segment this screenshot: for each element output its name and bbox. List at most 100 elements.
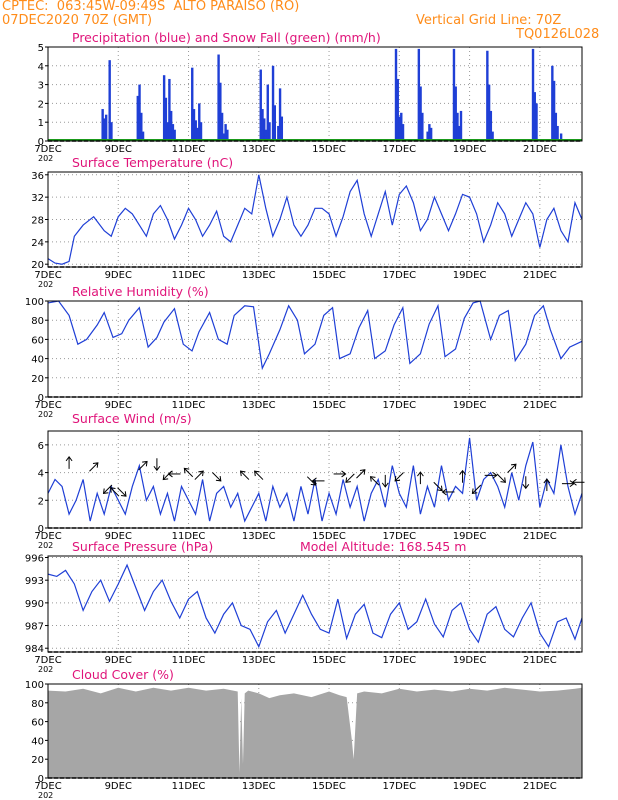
precip-bar [551, 65, 554, 141]
y-tick-label: 40 [31, 355, 44, 366]
y-tick-label: 1 [38, 118, 44, 129]
wind-arrow [109, 487, 120, 497]
precip-bar [486, 50, 489, 142]
x-tick-label: 19DEC [453, 270, 487, 281]
wind-arrow [89, 462, 99, 472]
pressure-line [47, 563, 583, 649]
rh-title: Relative Humidity (%) [72, 284, 209, 299]
precip-bar [222, 133, 226, 141]
precip-bar [136, 95, 139, 141]
y-tick-label: 24 [31, 238, 44, 249]
x-tick-label: 7DEC [34, 400, 61, 411]
x-tick-label: 7DEC [34, 144, 61, 155]
precip-bar [487, 84, 491, 141]
precip-bar [169, 110, 173, 141]
x-year-label: 202 [38, 410, 53, 419]
wind-arrow [471, 484, 482, 494]
precip-bar [491, 131, 494, 141]
x-tick-label: 21DEC [523, 270, 557, 281]
precip-bar [531, 48, 535, 141]
rh-line [47, 300, 583, 371]
y-tick-label: 100 [25, 297, 44, 308]
wind-panel: 0 2 4 6 7DEC 9DEC 11DEC 13DEC 15DEC 17DEC 19DEC 21D… [34, 411, 585, 550]
x-tick-label: 11DEC [172, 655, 206, 666]
x-tick-label: 13DEC [242, 655, 276, 666]
wind-arrow [311, 477, 325, 485]
panel-frame [47, 555, 583, 653]
precip-bar [168, 78, 171, 141]
wind-arrow [416, 471, 424, 485]
precip-bar [101, 109, 104, 141]
precip-bar [556, 125, 559, 141]
precip-bar [559, 133, 563, 141]
x-tick-label: 13DEC [242, 144, 276, 155]
precip-bar [166, 122, 169, 141]
precip-bar [219, 82, 222, 141]
precip-bar [398, 116, 401, 141]
precip-title: Precipitation (blue) and Snow Fall (gree… [72, 30, 381, 45]
x-tick-label: 13DEC [242, 531, 276, 542]
x-tick-label: 19DEC [453, 531, 487, 542]
precip-bar [224, 124, 227, 141]
precip-bar [428, 124, 431, 141]
precip-bar [458, 125, 461, 141]
precip-bar [535, 103, 538, 141]
precip-bar [110, 122, 113, 141]
precip-bar [171, 124, 175, 141]
pressure-title: Surface Pressure (hPa) [72, 539, 213, 554]
precip-bar [459, 110, 463, 141]
precip-bar [217, 54, 220, 141]
temp-line [47, 174, 583, 265]
precip-bar [198, 103, 201, 141]
y-tick-label: 987 [25, 622, 44, 633]
precip-bar [196, 127, 199, 141]
y-tick-label: 80 [31, 699, 44, 710]
y-tick-label: 0 [38, 774, 44, 785]
x-tick-label: 9DEC [105, 655, 132, 666]
x-tick-label: 11DEC [172, 144, 206, 155]
wind-arrow [138, 460, 148, 471]
x-tick-label: 13DEC [242, 270, 276, 281]
precip-bar [138, 84, 141, 141]
precip-bar [489, 110, 493, 141]
wind-arrow [507, 463, 517, 473]
precip-bar [220, 112, 224, 141]
precip-bar [429, 127, 433, 141]
x-tick-label: 7DEC [34, 655, 61, 666]
model-altitude-label: Model Altitude: 168.545 m [300, 539, 466, 554]
x-tick-label: 19DEC [453, 655, 487, 666]
x-tick-label: 15DEC [312, 400, 346, 411]
x-tick-label: 17DEC [382, 531, 416, 542]
y-tick-label: 32 [31, 193, 44, 204]
temp-title: Surface Temperature (nC) [72, 155, 233, 170]
header-station: CPTEC: 063:45W-09:49S ALTO PARAISO (RO) [2, 0, 300, 14]
header-date: 07DEC2020 70Z (GMT) [2, 13, 153, 28]
wind-arrow [484, 471, 498, 479]
precip-bar [162, 75, 166, 141]
x-tick-label: 19DEC [453, 144, 487, 155]
y-tick-label: 60 [31, 335, 44, 346]
wind-arrow [356, 469, 366, 479]
y-tick-label: 3 [38, 81, 44, 92]
precip-bar [140, 112, 143, 141]
precip-bar [173, 129, 176, 141]
cloud-panel: 0 20 40 60 80 100 7DEC 9DEC 11DEC 13DEC 15DEC 17DEC… [25, 667, 583, 800]
wind-arrow [345, 473, 355, 483]
temp-panel: 20 24 28 32 36 7DEC 9DEC 11DEC 13DEC 15DEC 17DEC 19… [31, 155, 583, 289]
y-tick-label: 6 [38, 441, 44, 452]
x-tick-label: 21DEC [523, 400, 557, 411]
wind-arrow [571, 478, 585, 486]
y-tick-label: 20 [31, 260, 44, 271]
precip-bar [264, 129, 268, 141]
precip-bar [280, 116, 284, 141]
x-tick-label: 9DEC [105, 781, 132, 792]
x-tick-label: 9DEC [105, 144, 132, 155]
precip-bar [261, 109, 264, 141]
wind-arrow [117, 487, 127, 497]
precip-bar [421, 112, 424, 141]
wind-arrow [167, 470, 181, 478]
y-tick-label: 993 [25, 576, 44, 587]
precip-bar [426, 131, 429, 141]
precip-bar [396, 78, 399, 141]
x-tick-label: 21DEC [523, 655, 557, 666]
